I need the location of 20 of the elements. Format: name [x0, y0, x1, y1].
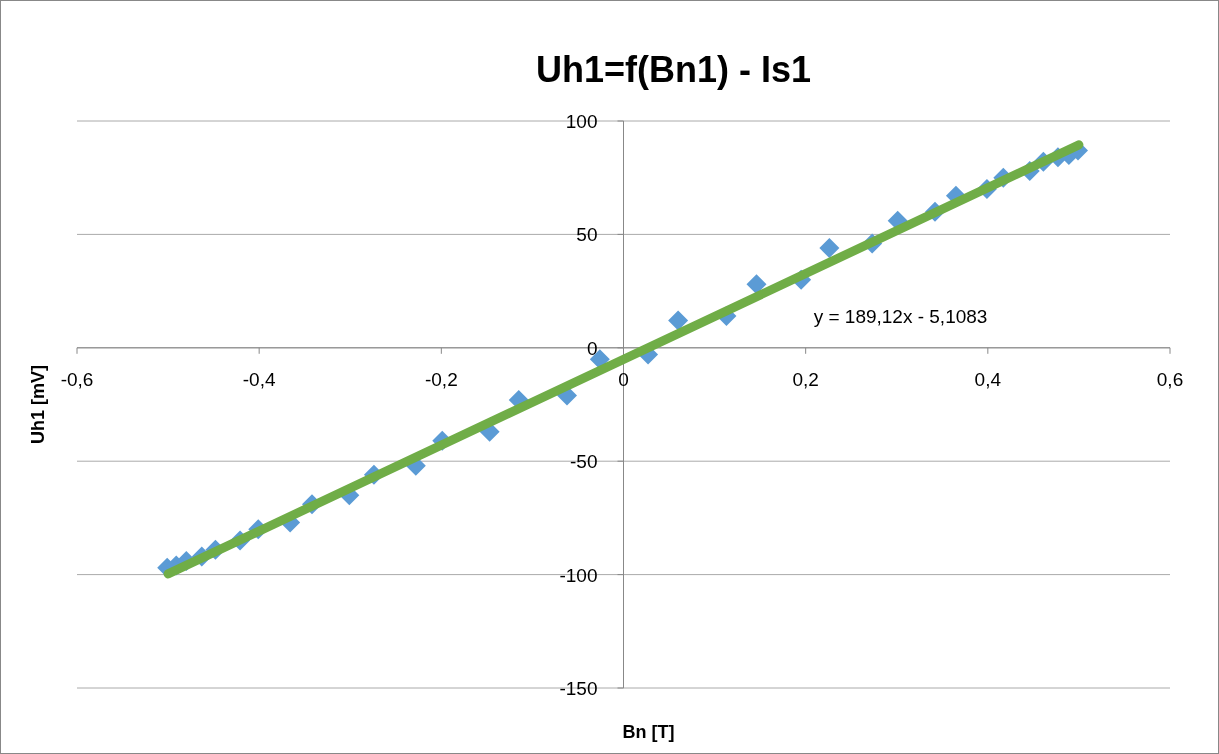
x-tick-label: 0,2 [792, 368, 819, 390]
chart-title: Uh1=f(Bn1) - Is1 [535, 49, 812, 90]
y-tick-label: 100 [565, 111, 598, 132]
x-tick-label: -0,6 [60, 368, 94, 390]
x-tick-label: -0,2 [424, 368, 458, 390]
point [746, 274, 767, 295]
y-tick-label: 0 [586, 337, 598, 359]
annotation: y = 189,12x - 5,1083 [813, 305, 988, 327]
x-tick-label: 0,6 [1156, 368, 1184, 390]
y-tick-label: 50 [576, 224, 598, 246]
y-tick-label: -150 [559, 678, 598, 699]
y-axis-title: Uh1 [mV] [28, 364, 48, 445]
x-axis-title: Bn [T] [622, 722, 675, 742]
point [668, 310, 689, 331]
x-tick-label: -0,4 [242, 368, 276, 390]
x-tick-label: 0,4 [974, 368, 1002, 390]
point [819, 238, 840, 259]
y-tick-label: -50 [570, 451, 598, 473]
y-tick-label: -100 [559, 564, 598, 586]
x-tick-label: 0 [618, 368, 629, 390]
